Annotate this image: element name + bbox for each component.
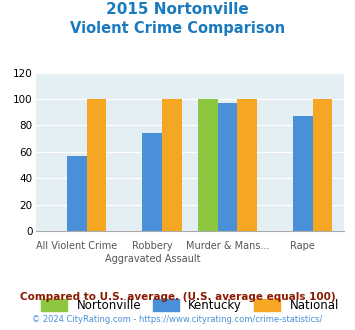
Bar [162,99,182,231]
Bar [198,99,218,231]
Text: Aggravated Assault: Aggravated Assault [104,254,200,264]
Bar [67,156,87,231]
Text: Violent Crime Comparison: Violent Crime Comparison [70,21,285,36]
Bar [313,99,332,231]
Text: 2015 Nortonville: 2015 Nortonville [106,2,249,16]
Bar [293,116,313,231]
Bar [87,99,106,231]
Text: Murder & Mans...: Murder & Mans... [186,241,269,251]
Text: Rape: Rape [290,241,315,251]
Text: © 2024 CityRating.com - https://www.cityrating.com/crime-statistics/: © 2024 CityRating.com - https://www.city… [32,315,323,324]
Text: Robbery: Robbery [132,241,173,251]
Bar [218,103,237,231]
Text: Compared to U.S. average. (U.S. average equals 100): Compared to U.S. average. (U.S. average … [20,292,335,302]
Legend: Nortonville, Kentucky, National: Nortonville, Kentucky, National [36,294,344,316]
Bar [237,99,257,231]
Text: All Violent Crime: All Violent Crime [36,241,118,251]
Bar [142,133,162,231]
